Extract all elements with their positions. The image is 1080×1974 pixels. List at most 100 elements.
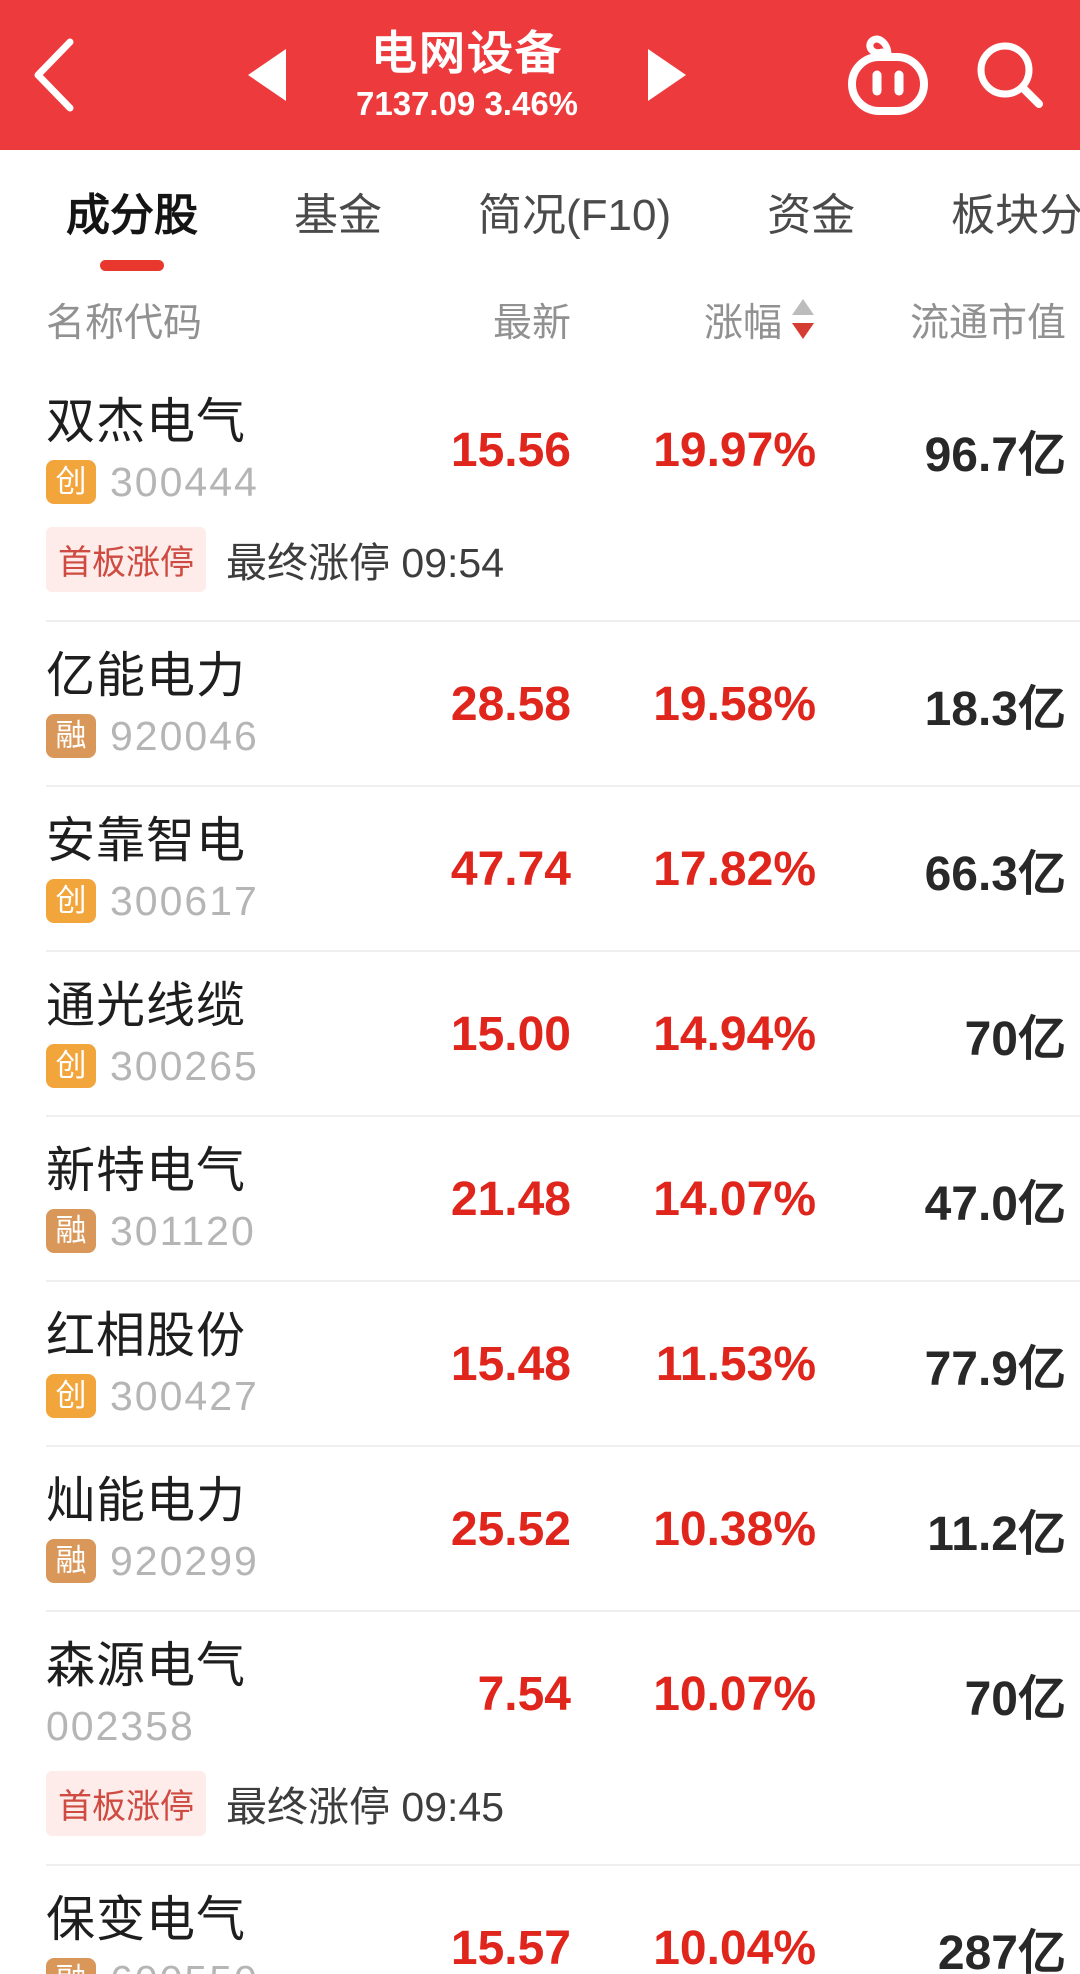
robot-icon (848, 35, 928, 115)
last-price: 15.56 (450, 423, 571, 477)
tab-label: 简况(F10) (478, 191, 672, 240)
market-badge: 创 (46, 1374, 96, 1419)
stock-row-main: 保变电气 融 600550 15.57 10.04% 287亿 (0, 1866, 1080, 1974)
stock-row-main: 红相股份 创 300427 15.48 11.53% 77.9亿 (0, 1282, 1080, 1443)
column-change-sort[interactable]: 涨幅 (571, 292, 816, 348)
stock-code-line: 创 300265 (46, 1042, 396, 1089)
column-change-label: 涨幅 (703, 302, 782, 345)
stock-name: 灿能电力 (46, 1473, 247, 1528)
change-percent: 14.07% (653, 1172, 816, 1226)
stock-code-line: 创 300617 (46, 878, 396, 924)
change-percent: 10.07% (653, 1667, 816, 1721)
stock-list: 双杰电气 创 300444 15.56 19.97% 96.7亿 首板涨停 最终… (0, 368, 1080, 1974)
float-market-cap: 11.2亿 (927, 1508, 1066, 1562)
stock-code-line: 融 920046 (46, 713, 396, 759)
change-percent: 10.04% (653, 1921, 816, 1974)
limit-up-note: 最终涨停 09:45 (226, 1784, 504, 1831)
stock-code-line: 创 300444 (46, 459, 396, 505)
last-price: 47.74 (450, 842, 571, 896)
prev-sector-button[interactable] (247, 49, 286, 101)
last-price: 7.54 (477, 1667, 571, 1721)
stock-row-main: 新特电气 融 301120 21.48 14.07% 47.0亿 (0, 1117, 1080, 1278)
index-value: 7137.09 3.46% (355, 84, 579, 122)
tab-label: 资金 (767, 191, 856, 240)
limit-up-subline: 首板涨停 最终涨停 09:45 (46, 1770, 1080, 1862)
stock-name: 安靠智电 (46, 813, 247, 868)
tab-label: 成分股 (66, 191, 198, 240)
table-column-header: 名称代码 最新 涨幅 流通市值 (0, 282, 1080, 368)
tab-1[interactable]: 成分股 (66, 159, 198, 273)
limit-up-tag: 首板涨停 (46, 1770, 206, 1836)
tab-2[interactable]: 基金 (294, 159, 382, 273)
sort-desc-icon (792, 299, 814, 339)
stock-code: 300427 (110, 1372, 259, 1419)
float-market-cap: 70亿 (964, 1673, 1066, 1727)
market-badge: 融 (46, 1209, 96, 1254)
limit-up-note: 最终涨停 09:54 (226, 540, 504, 587)
sector-title-block: 电网设备 7137.09 3.46% (356, 26, 578, 123)
stock-name-cell: 红相股份 创 300427 (46, 1308, 396, 1419)
stock-code: 002358 (46, 1702, 195, 1749)
limit-up-subline: 首板涨停 最终涨停 09:54 (46, 526, 1080, 618)
tab-label: 板块分 (951, 191, 1080, 240)
stock-code-line: 融 301120 (46, 1207, 396, 1254)
float-market-cap: 18.3亿 (924, 683, 1066, 737)
next-sector-button[interactable] (648, 49, 687, 101)
stock-code: 600550 (110, 1957, 259, 1974)
market-badge: 创 (46, 460, 96, 505)
table-row[interactable]: 通光线缆 创 300265 15.00 14.94% 70亿 (0, 952, 1080, 1117)
table-row[interactable]: 安靠智电 创 300617 47.74 17.82% 66.3亿 (0, 787, 1080, 952)
stock-name: 亿能电力 (46, 648, 247, 703)
change-percent: 19.97% (653, 423, 816, 477)
change-percent: 11.53% (655, 1337, 816, 1391)
back-button[interactable] (30, 36, 90, 114)
stock-row-main: 通光线缆 创 300265 15.00 14.94% 70亿 (0, 952, 1080, 1113)
float-market-cap: 96.7亿 (924, 429, 1066, 483)
table-row[interactable]: 保变电气 融 600550 15.57 10.04% 287亿 首板涨停 最终涨… (0, 1866, 1080, 1974)
stock-name: 双杰电气 (46, 395, 247, 449)
tab-3[interactable]: 简况(F10) (478, 159, 671, 273)
stock-name: 保变电气 (46, 1892, 247, 1947)
table-row[interactable]: 森源电气 002358 7.54 10.07% 70亿 首板涨停 最终涨停 09… (0, 1612, 1080, 1866)
page-title: 电网设备 (371, 27, 563, 80)
float-market-cap: 47.0亿 (924, 1178, 1066, 1232)
stock-name-cell: 亿能电力 融 920046 (46, 648, 396, 759)
column-last-price[interactable]: 最新 (492, 302, 571, 345)
assistant-button[interactable] (844, 29, 932, 121)
tab-bar: 成分股 基金 简况(F10) 资金 板块分 (0, 150, 1080, 282)
stock-name: 红相股份 (46, 1308, 247, 1363)
market-badge: 创 (46, 879, 96, 924)
stock-row-main: 双杰电气 创 300444 15.56 19.97% 96.7亿 (0, 368, 1080, 529)
last-price: 25.52 (450, 1502, 571, 1556)
stock-name-cell: 双杰电气 创 300444 (46, 395, 396, 505)
stock-name-cell: 安靠智电 创 300617 (46, 813, 396, 924)
search-button[interactable] (974, 39, 1046, 111)
stock-name-cell: 新特电气 融 301120 (46, 1144, 396, 1254)
market-badge: 融 (46, 1958, 96, 1974)
table-row[interactable]: 新特电气 融 301120 21.48 14.07% 47.0亿 (0, 1117, 1080, 1282)
stock-code-line: 002358 (46, 1702, 396, 1749)
column-name-code: 名称代码 (46, 302, 203, 345)
table-row[interactable]: 红相股份 创 300427 15.48 11.53% 77.9亿 (0, 1282, 1080, 1447)
stock-name-cell: 灿能电力 融 920299 (46, 1473, 396, 1584)
tab-4[interactable]: 资金 (767, 159, 855, 273)
tab-label: 基金 (294, 191, 382, 240)
stock-code: 301120 (110, 1207, 256, 1254)
column-float-cap[interactable]: 流通市值 (909, 302, 1066, 345)
float-market-cap: 70亿 (964, 1013, 1066, 1067)
tab-5[interactable]: 板块分 (951, 159, 1080, 273)
table-row[interactable]: 亿能电力 融 920046 28.58 19.58% 18.3亿 (0, 622, 1080, 787)
market-badge: 创 (46, 1044, 96, 1089)
stock-code: 300265 (110, 1042, 259, 1089)
market-badge: 融 (46, 714, 96, 759)
table-row[interactable]: 双杰电气 创 300444 15.56 19.97% 96.7亿 首板涨停 最终… (0, 368, 1080, 622)
change-percent: 10.38% (653, 1502, 816, 1556)
app-header: 电网设备 7137.09 3.46% (0, 0, 1080, 150)
stock-name-cell: 通光线缆 创 300265 (46, 979, 396, 1089)
float-market-cap: 287亿 (937, 1927, 1066, 1974)
table-row[interactable]: 灿能电力 融 920299 25.52 10.38% 11.2亿 (0, 1447, 1080, 1612)
stock-row-main: 灿能电力 融 920299 25.52 10.38% 11.2亿 (0, 1447, 1080, 1608)
float-market-cap: 66.3亿 (924, 848, 1066, 902)
stock-name-cell: 保变电气 融 600550 (46, 1892, 396, 1974)
